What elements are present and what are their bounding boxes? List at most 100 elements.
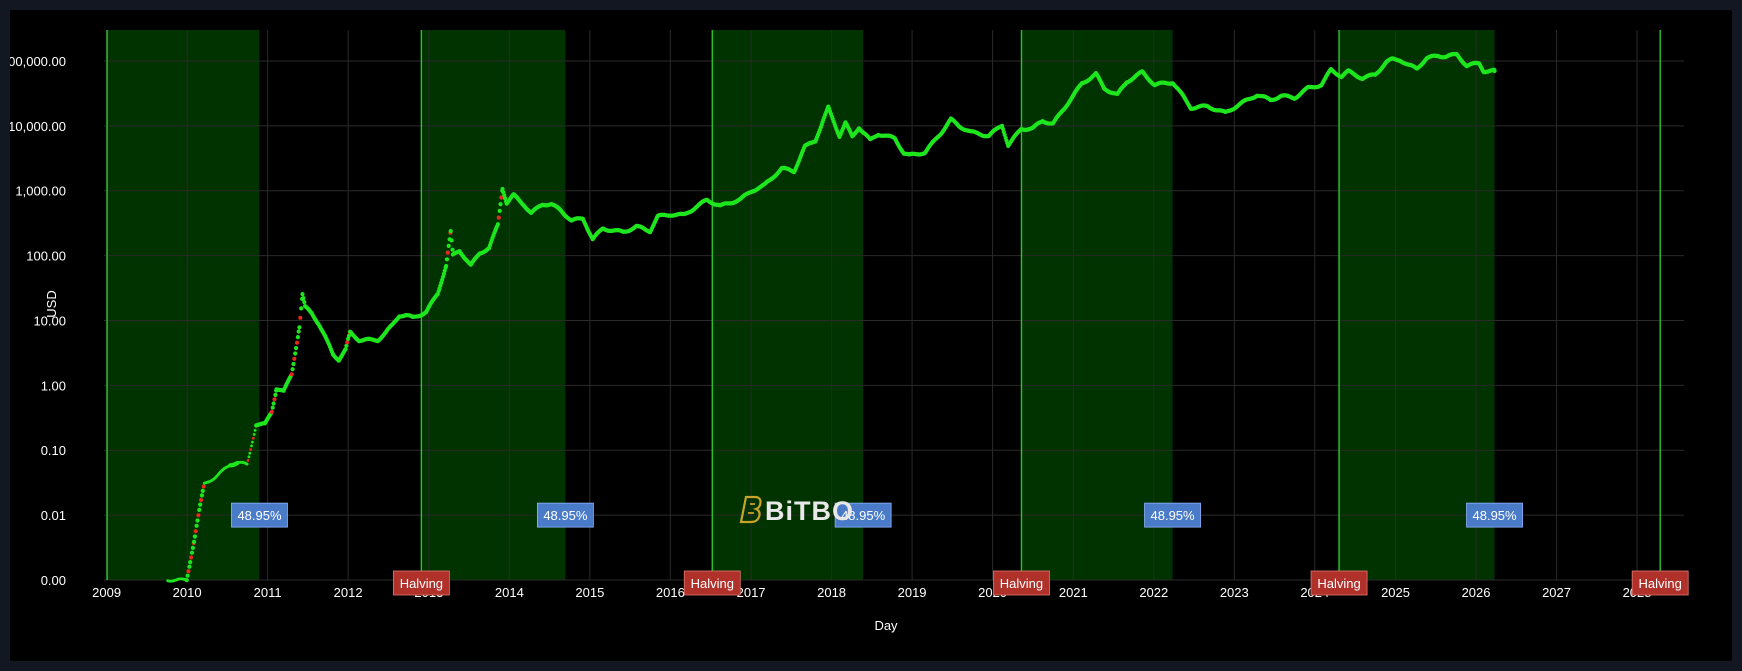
percent-badge-label: 48.95% <box>237 508 282 523</box>
y-axis-ticks: 100,000.00 10,000.00 1,000.00 100.00 10.00 1.… <box>10 54 66 588</box>
halving-badge-label: Halving <box>1639 576 1682 591</box>
y-tick-label: 100.00 <box>26 249 66 264</box>
halving-badge-label: Halving <box>691 576 734 591</box>
price-point <box>197 507 202 512</box>
price-point <box>192 534 197 539</box>
bitbo-logo: BiTBO <box>739 495 854 526</box>
price-point <box>498 202 503 207</box>
percent-badge-label: 48.95% <box>1151 508 1196 523</box>
y-tick-label: 100,000.00 <box>10 54 66 69</box>
price-point <box>344 343 349 348</box>
price-point <box>289 372 294 377</box>
price-point <box>293 351 298 356</box>
price-point <box>245 462 249 466</box>
price-point <box>449 238 454 243</box>
price-point <box>190 545 195 551</box>
price-point <box>198 497 204 503</box>
price-point <box>444 263 449 269</box>
price-point <box>251 436 255 440</box>
x-tick-label: 2010 <box>173 585 202 600</box>
price-point <box>271 401 276 406</box>
y-tick-label: 0.00 <box>41 573 66 588</box>
price-point <box>500 186 505 192</box>
price-point <box>297 325 302 330</box>
price-point <box>184 578 189 583</box>
percent-badge: 48.95% <box>536 502 594 528</box>
x-tick-label: 2016 <box>656 585 685 600</box>
halving-badge-box <box>993 570 1050 596</box>
x-axis-title: Day <box>874 618 898 633</box>
halving-lines <box>106 30 1661 580</box>
price-point <box>187 564 192 569</box>
halving-badge: Halving <box>392 570 450 596</box>
halving-badge-box <box>1631 570 1689 596</box>
x-tick-label: 2019 <box>898 585 927 600</box>
price-point <box>189 550 195 555</box>
percent-badge-box <box>536 502 594 528</box>
shaded-period <box>1339 30 1495 580</box>
x-tick-label: 2009 <box>92 585 121 600</box>
percent-badge-box <box>834 502 892 528</box>
x-tick-label: 2015 <box>575 585 604 600</box>
price-point <box>300 292 305 297</box>
y-tick-label: 0.10 <box>41 443 66 458</box>
halving-badge: Halving <box>993 570 1050 596</box>
chart-panel: 2009201020112012201320142015201620172018… <box>10 10 1732 661</box>
y-tick-label: 10,000.00 <box>10 119 66 134</box>
shaded-periods <box>107 30 1495 580</box>
price-point <box>199 493 204 498</box>
price-point <box>290 367 295 372</box>
price-point <box>346 336 351 341</box>
y-tick-label: 0.01 <box>41 508 66 523</box>
price-point <box>301 296 306 301</box>
logo-text: BiTBO <box>765 496 854 526</box>
price-point <box>200 488 205 493</box>
x-tick-label: 2027 <box>1542 585 1571 600</box>
x-tick-label: 2021 <box>1059 585 1088 600</box>
price-point <box>247 455 251 459</box>
percent-badge-label: 48.95% <box>543 508 588 523</box>
x-tick-label: 2026 <box>1462 585 1491 600</box>
price-point <box>343 347 348 352</box>
price-point <box>346 333 352 338</box>
price-point <box>495 222 500 227</box>
price-point <box>196 513 201 518</box>
price-point <box>185 573 190 578</box>
price-point <box>292 356 297 361</box>
price-point <box>246 459 250 462</box>
price-point <box>444 257 450 262</box>
price-point <box>295 335 300 340</box>
price-point <box>273 392 278 397</box>
price-point <box>446 243 451 248</box>
x-tick-label: 2017 <box>737 585 766 600</box>
price-point <box>499 195 504 200</box>
price-point <box>442 268 447 273</box>
price-point <box>201 484 206 489</box>
halving-badge-label: Halving <box>1317 576 1360 591</box>
percent-badge-box <box>1466 502 1523 528</box>
price-point <box>270 405 275 410</box>
halving-badge: Halving <box>683 570 741 596</box>
y-tick-label: 1,000.00 <box>15 184 66 199</box>
price-point <box>291 361 296 367</box>
price-point <box>302 300 307 305</box>
annotations: 48.95% 48.95% 48.95% 48.95% 48.95% Halving Hal… <box>231 502 1689 596</box>
price-point <box>194 523 199 528</box>
percent-badge-label: 48.95% <box>1473 508 1518 523</box>
percent-badge-box <box>231 502 288 528</box>
price-point <box>1492 68 1497 74</box>
halving-badge-box <box>683 570 741 596</box>
price-point <box>253 429 257 432</box>
percent-badge: 48.95% <box>1466 502 1523 528</box>
price-point <box>191 539 197 544</box>
price-point <box>445 250 450 255</box>
y-tick-label: 10.00 <box>33 313 66 328</box>
price-point <box>299 306 304 311</box>
price-point <box>186 569 191 574</box>
price-point <box>294 340 300 345</box>
bitbo-b-icon <box>739 495 762 524</box>
halving-badge-label: Halving <box>400 576 443 591</box>
price-point <box>450 247 455 252</box>
price-point <box>193 529 198 534</box>
halving-badge-box <box>392 570 450 596</box>
